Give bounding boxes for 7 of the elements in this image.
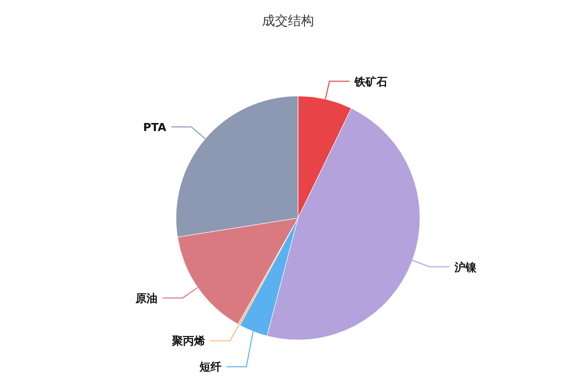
slice-label: PTA	[143, 120, 167, 134]
slice-label: 沪镍	[454, 260, 478, 274]
slice-label: 短纤	[198, 360, 222, 374]
slice-label: 原油	[134, 292, 158, 305]
slice-label: 聚丙烯	[171, 334, 206, 348]
slice-label: 铁矿石	[353, 75, 388, 88]
chart-title: 成交结构	[262, 13, 314, 29]
